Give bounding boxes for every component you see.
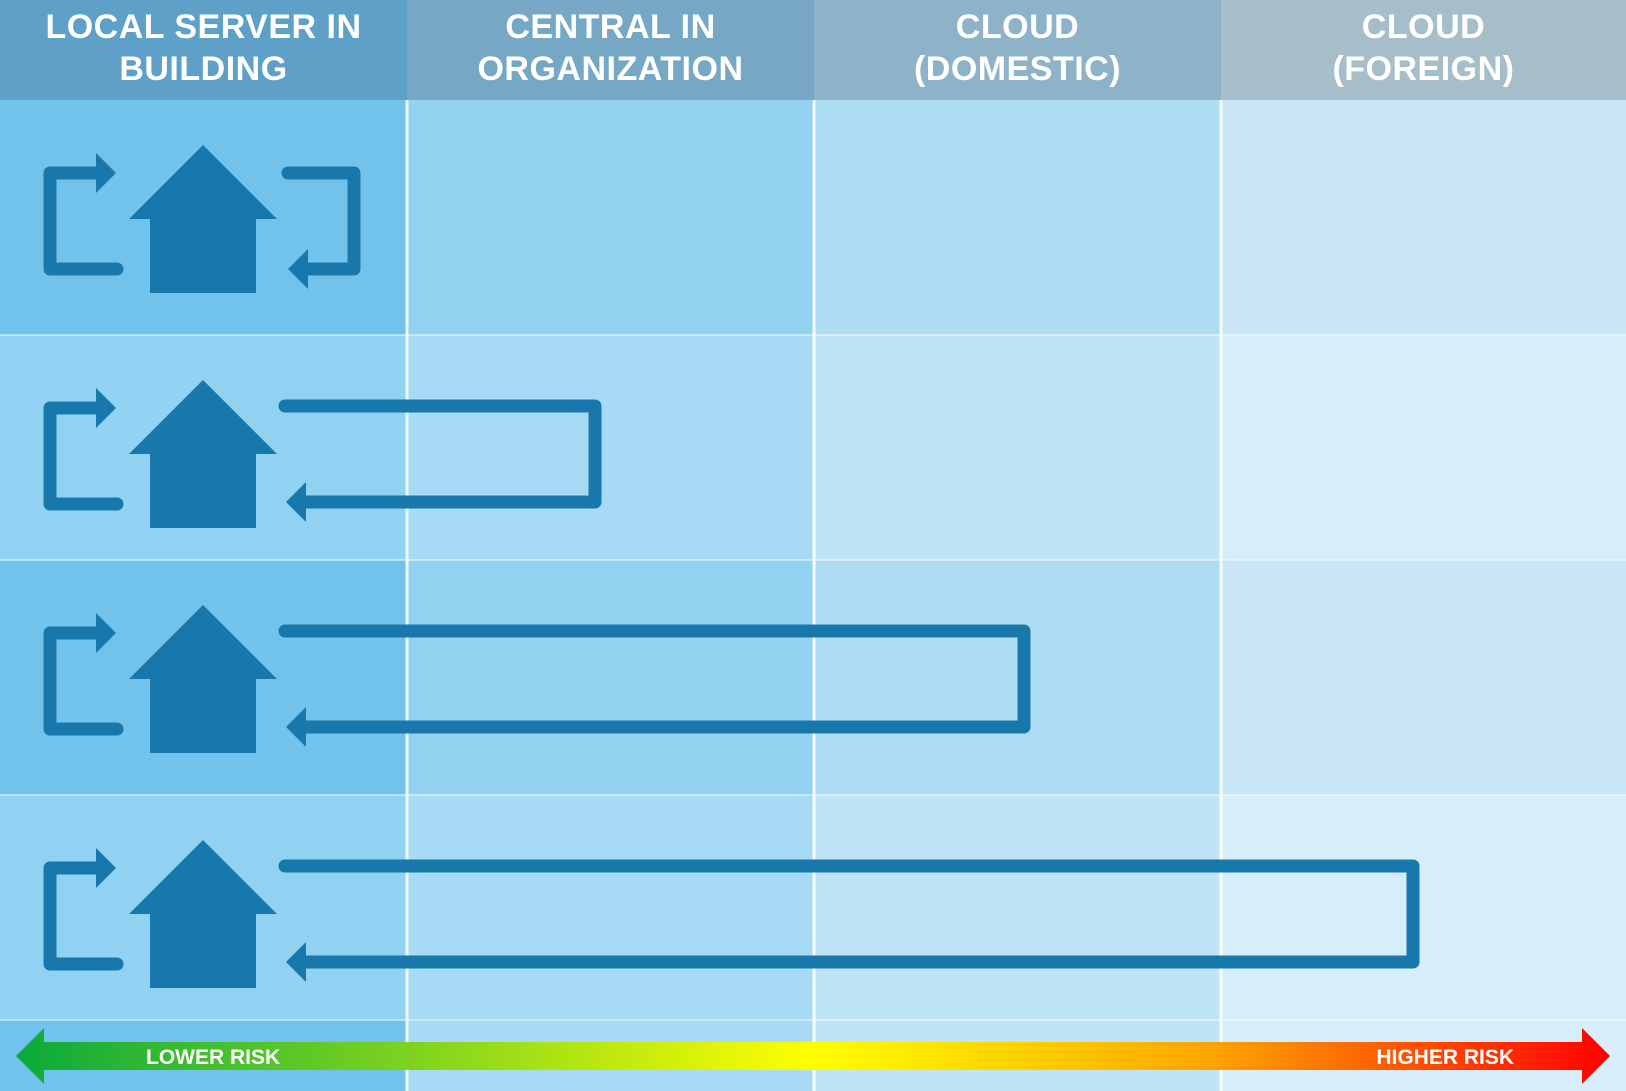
left-loop-arrow <box>43 861 124 971</box>
long-loop-arrow <box>278 624 1031 734</box>
column-header-line2: (FOREIGN) <box>1332 50 1514 88</box>
column-header-line1: LOCAL SERVER IN <box>45 8 361 46</box>
header-cell-2 <box>407 0 814 100</box>
house-with-loop-arrows-icon <box>43 840 1420 988</box>
grid-cell <box>407 100 814 335</box>
grid-cell <box>1221 335 1626 560</box>
long-loop-arrow <box>278 399 602 509</box>
arrow-left-icon <box>286 482 306 522</box>
arrow-left-icon <box>286 707 306 747</box>
header-cell-3 <box>814 0 1221 100</box>
lower-risk-label: LOWER RISK <box>146 1046 280 1069</box>
grid-cell <box>407 335 814 560</box>
long-loop-arrow <box>278 859 1420 969</box>
house-icon <box>129 145 277 293</box>
house-icon <box>129 840 277 988</box>
left-loop-arrow <box>43 401 124 511</box>
grid-cell <box>1221 795 1626 1020</box>
column-header-line1: CLOUD <box>956 8 1079 46</box>
house-with-loop-arrows-icon <box>43 380 602 528</box>
left-loop-arrow <box>43 166 124 276</box>
grid-cell <box>1221 560 1626 795</box>
left-loop-arrow <box>43 626 124 736</box>
house-icon <box>129 380 277 528</box>
arrow-left-icon <box>288 249 308 289</box>
column-header-line1: CENTRAL IN <box>505 8 715 46</box>
arrow-left-icon <box>286 942 306 982</box>
arrow-right-icon <box>96 388 116 428</box>
header-cell-4 <box>1221 0 1626 100</box>
grid-cell <box>814 335 1221 560</box>
house-icon <box>129 605 277 753</box>
risk-arrow <box>16 1028 1610 1084</box>
grid-cell <box>407 795 814 1020</box>
grid-cell <box>407 560 814 795</box>
column-header-line1: CLOUD <box>1362 8 1485 46</box>
arrow-right-icon <box>96 613 116 653</box>
column-header-line2: BUILDING <box>119 50 287 88</box>
house-with-loop-arrows-icon <box>43 145 361 293</box>
arrow-right-icon <box>96 153 116 193</box>
grid-cell <box>814 795 1221 1020</box>
house-with-loop-arrows-icon <box>43 605 1031 753</box>
grid-cell <box>814 100 1221 335</box>
column-header-line2: (DOMESTIC) <box>914 50 1121 88</box>
arrow-right-icon <box>96 848 116 888</box>
grid-cell <box>1221 100 1626 335</box>
right-loop-arrow <box>281 166 361 276</box>
higher-risk-label: HIGHER RISK <box>1376 1046 1514 1069</box>
header-cell-1 <box>0 0 407 100</box>
column-header-line2: ORGANIZATION <box>477 50 743 88</box>
